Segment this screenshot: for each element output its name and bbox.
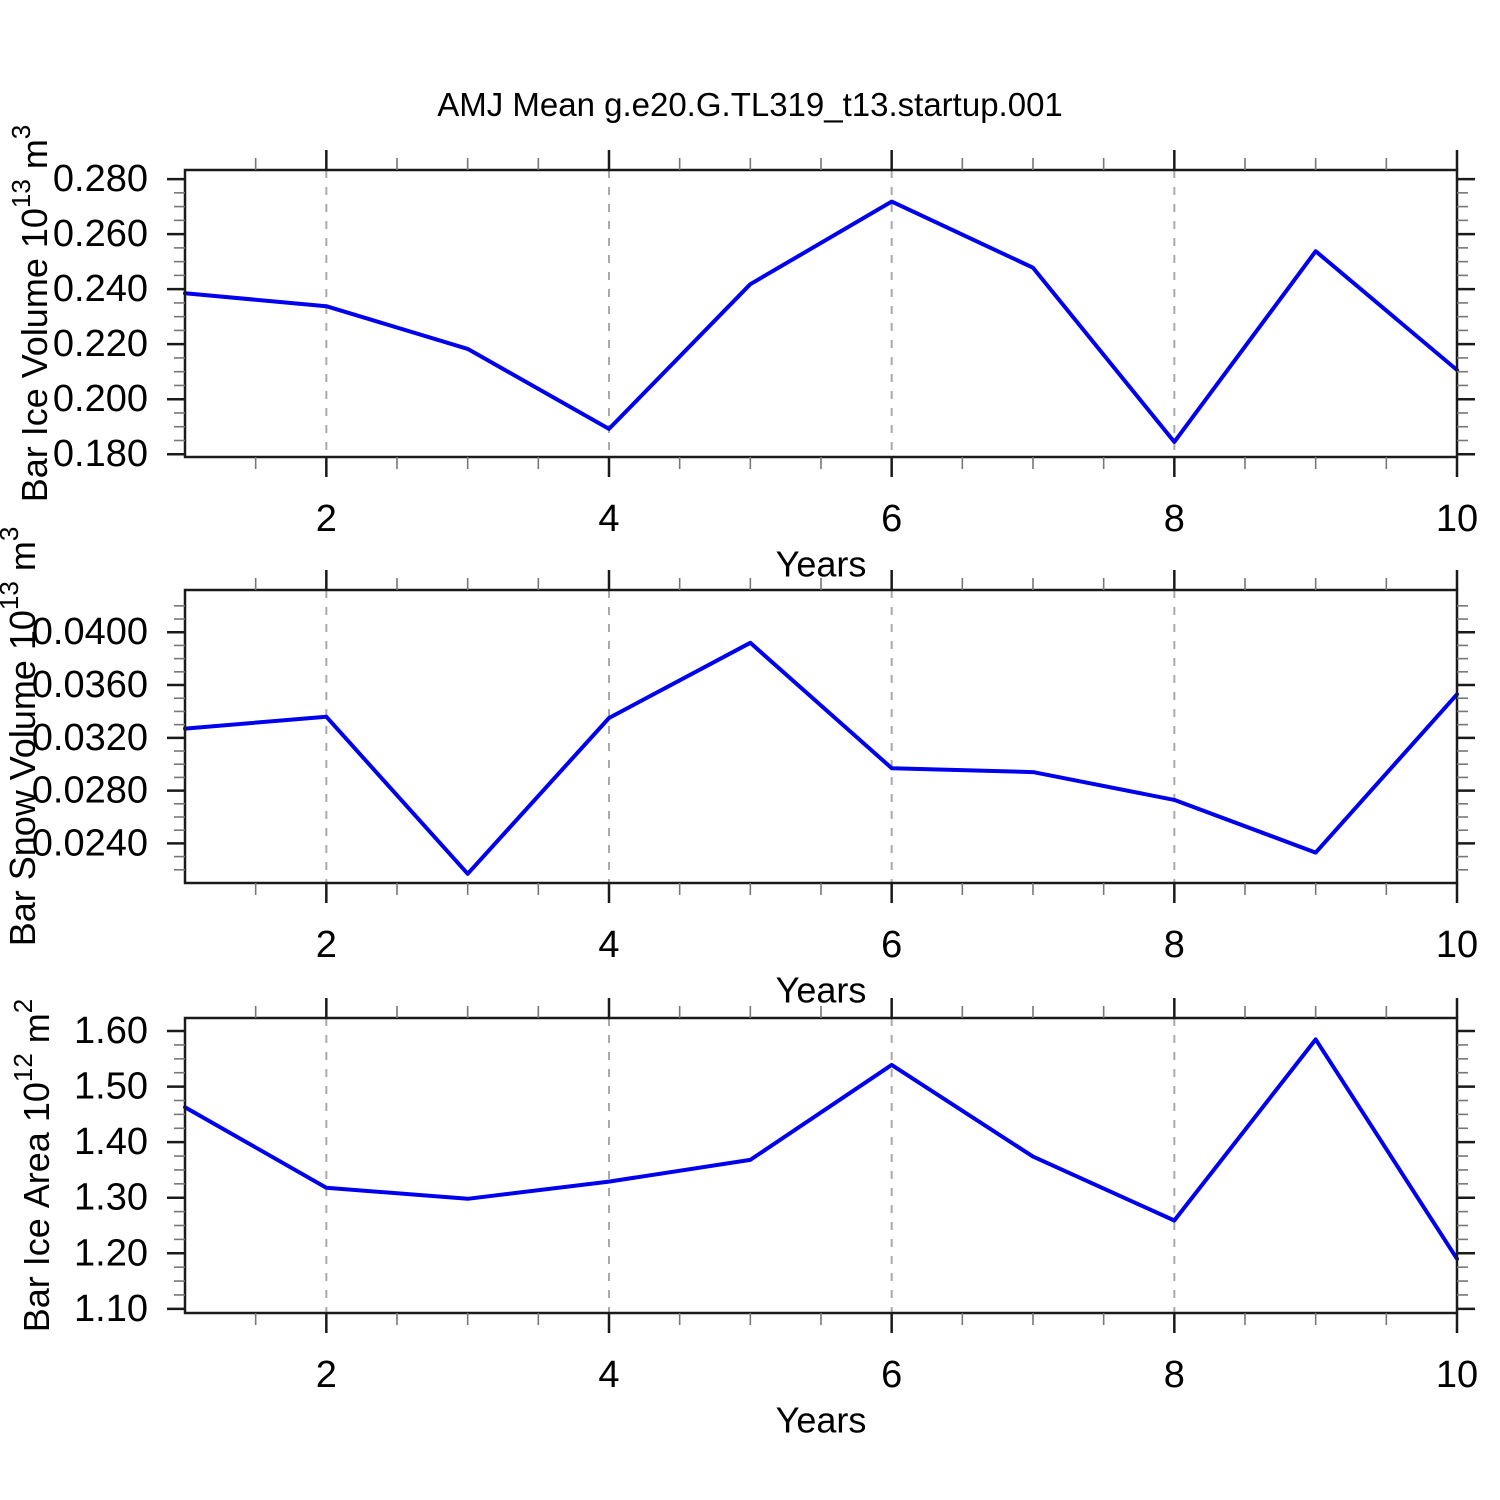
gridlines xyxy=(325,590,1176,883)
x-tick-label: 6 xyxy=(881,498,902,540)
gridlines xyxy=(325,170,1176,457)
x-tick-labels: 2 4 6 8 10 xyxy=(316,498,1478,540)
y-tick-label: 1.30 xyxy=(74,1177,148,1219)
y-tick-label: 0.0400 xyxy=(32,611,148,653)
y-tick-label: 0.200 xyxy=(53,378,148,420)
frame xyxy=(183,588,1459,885)
plot-title: AMJ Mean g.e20.G.TL319_t13.startup.001 xyxy=(437,86,1063,123)
data-line xyxy=(183,199,1459,444)
x-ticks xyxy=(254,998,1459,1333)
chart-3-bar-ice-area: 1.10 1.20 1.30 1.40 1.50 1.60 2 4 6 8 10 Years Bar I… xyxy=(8,998,1478,1441)
x-tick-labels: 2 4 6 8 10 xyxy=(316,1354,1478,1396)
y-ticks xyxy=(167,605,1475,871)
y-tick-label: 1.10 xyxy=(74,1288,148,1330)
y-axis-title: Bar Ice Area 1012 m2 xyxy=(8,999,57,1333)
data-line xyxy=(183,1037,1459,1261)
x-axis-title: Years xyxy=(776,1400,867,1441)
gridlines xyxy=(325,1018,1176,1313)
y-tick-label: 0.180 xyxy=(53,433,148,475)
x-tick-label: 8 xyxy=(1164,1354,1185,1396)
x-tick-label: 4 xyxy=(598,1354,619,1396)
y-tick-label: 1.40 xyxy=(74,1121,148,1163)
y-tick-labels: 0.0240 0.0280 0.0320 0.0360 0.0400 xyxy=(32,611,148,864)
y-axis-title: Bar Ice Volume 1013 m3 xyxy=(6,125,55,503)
y-tick-label: 0.260 xyxy=(53,213,148,255)
y-tick-labels: 1.10 1.20 1.30 1.40 1.50 1.60 xyxy=(74,1010,148,1330)
chart-2-bar-snow-volume: 0.0240 0.0280 0.0320 0.0360 0.0400 2 4 6 8 10 Year… xyxy=(0,527,1478,1011)
y-tick-labels: 0.180 0.200 0.220 0.240 0.260 0.280 xyxy=(53,158,148,475)
y-tick-label: 0.220 xyxy=(53,323,148,365)
x-tick-label: 6 xyxy=(881,924,902,966)
x-tick-label: 10 xyxy=(1436,1354,1478,1396)
x-tick-labels: 2 4 6 8 10 xyxy=(316,924,1478,966)
x-tick-label: 8 xyxy=(1164,498,1185,540)
y-ticks xyxy=(167,1029,1475,1311)
x-ticks xyxy=(254,150,1459,477)
y-axis-title: Bar Snow Volume 1013 m3 xyxy=(0,527,43,947)
x-tick-label: 2 xyxy=(316,1354,337,1396)
y-ticks xyxy=(167,177,1475,456)
y-tick-label: 0.0280 xyxy=(32,770,148,812)
y-tick-label: 0.0240 xyxy=(32,822,148,864)
x-axis-title: Years xyxy=(776,970,867,1011)
x-tick-label: 2 xyxy=(316,924,337,966)
x-tick-label: 10 xyxy=(1436,498,1478,540)
x-tick-label: 8 xyxy=(1164,924,1185,966)
y-tick-label: 0.0320 xyxy=(32,717,148,759)
x-axis-title: Years xyxy=(776,544,867,585)
chart-1-bar-ice-volume: 0.180 0.200 0.220 0.240 0.260 0.280 2 4 6 8 10 Year… xyxy=(6,125,1478,585)
y-tick-label: 1.60 xyxy=(74,1010,148,1052)
data-line xyxy=(183,640,1459,876)
x-tick-label: 6 xyxy=(881,1354,902,1396)
frame xyxy=(183,1016,1459,1315)
frame xyxy=(183,168,1459,459)
x-tick-label: 4 xyxy=(598,498,619,540)
y-tick-label: 0.240 xyxy=(53,268,148,310)
x-tick-label: 2 xyxy=(316,498,337,540)
y-tick-label: 0.0360 xyxy=(32,664,148,706)
x-tick-label: 10 xyxy=(1436,924,1478,966)
x-ticks xyxy=(254,570,1459,903)
y-tick-label: 0.280 xyxy=(53,158,148,200)
y-tick-label: 1.20 xyxy=(74,1232,148,1274)
x-tick-label: 4 xyxy=(598,924,619,966)
y-tick-label: 1.50 xyxy=(74,1066,148,1108)
